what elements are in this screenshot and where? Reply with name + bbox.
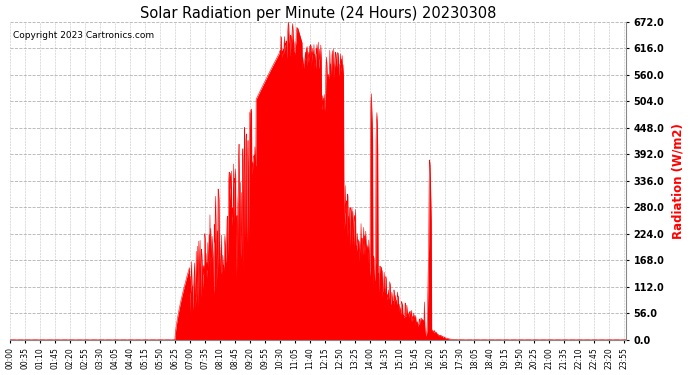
Y-axis label: Radiation (W/m2): Radiation (W/m2) [671, 123, 684, 239]
Text: Copyright 2023 Cartronics.com: Copyright 2023 Cartronics.com [13, 31, 155, 40]
Title: Solar Radiation per Minute (24 Hours) 20230308: Solar Radiation per Minute (24 Hours) 20… [140, 6, 496, 21]
